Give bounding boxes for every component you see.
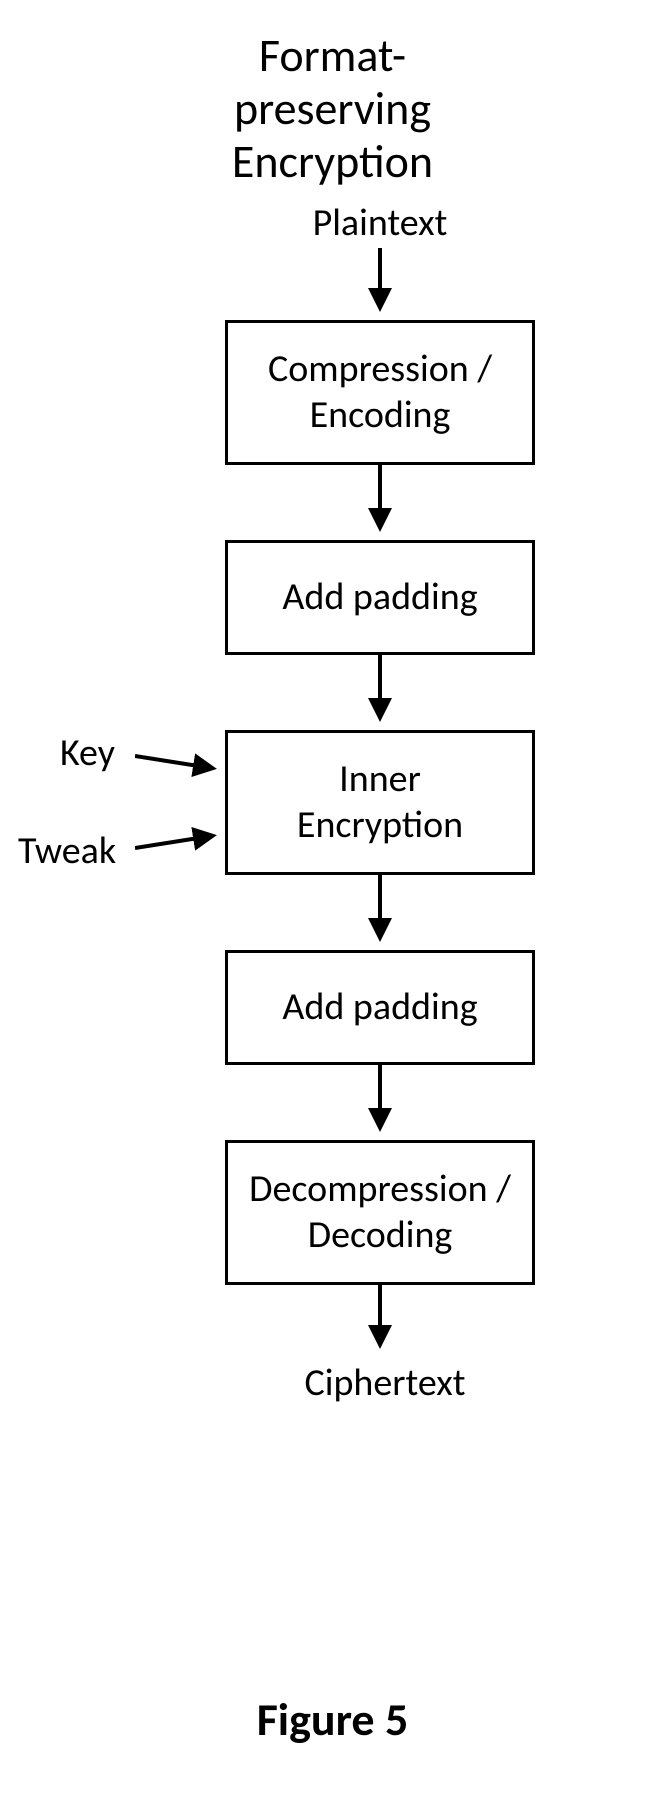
arrow-box5-to-output	[360, 1285, 400, 1357]
title-line-1: Format-preserving	[234, 28, 431, 137]
side-label-tweak: Tweak	[18, 828, 116, 874]
side-label-key: Key	[60, 730, 115, 776]
box-3-text: Inner Encryption	[297, 757, 463, 848]
box-decompression-decoding: Decompression / Decoding	[225, 1140, 535, 1285]
box-4-text: Add padding	[282, 985, 477, 1031]
figure-caption: Figure 5	[257, 1692, 409, 1748]
arrow-key-to-box3	[135, 743, 230, 783]
arrow-box1-to-box2	[360, 465, 400, 540]
diagram-title: Format-preserving Encryption	[166, 30, 499, 189]
arrow-tweak-to-box3	[135, 820, 230, 860]
box-1-text: Compression / Encoding	[268, 347, 492, 438]
arrow-box4-to-box5	[360, 1065, 400, 1140]
title-line-2: Encryption	[232, 134, 433, 190]
arrow-input-to-box1	[360, 248, 400, 320]
output-label: Ciphertext	[285, 1360, 485, 1406]
box-5-text: Decompression / Decoding	[249, 1167, 511, 1258]
box-compression-encoding: Compression / Encoding	[225, 320, 535, 465]
arrow-box2-to-box3	[360, 655, 400, 730]
box-add-padding-2: Add padding	[225, 950, 535, 1065]
box-2-text: Add padding	[282, 575, 477, 621]
input-label: Plaintext	[300, 200, 460, 246]
arrow-box3-to-box4	[360, 875, 400, 950]
box-inner-encryption: Inner Encryption	[225, 730, 535, 875]
box-add-padding-1: Add padding	[225, 540, 535, 655]
